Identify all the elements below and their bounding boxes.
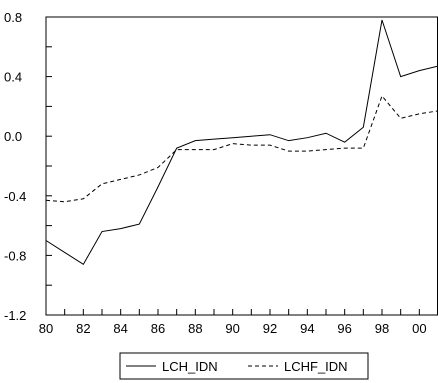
legend-label-lchf-idn: LCHF_IDN bbox=[284, 359, 348, 374]
y-tick-label: 0.0 bbox=[4, 129, 22, 144]
x-tick-label: 84 bbox=[113, 321, 127, 336]
legend-box bbox=[119, 352, 369, 380]
x-tick-label: 98 bbox=[375, 321, 389, 336]
y-tick-label: 0.8 bbox=[4, 10, 22, 25]
y-tick-label: -0.4 bbox=[4, 189, 26, 204]
series-line-lch-idn bbox=[45, 19, 438, 266]
x-axis: 80 82 84 86 88 90 92 94 96 98 00 bbox=[39, 309, 438, 336]
legend: LCH_IDN LCHF_IDN bbox=[119, 352, 369, 380]
series-line-lchf-idn bbox=[45, 94, 438, 203]
x-tick-label: 86 bbox=[151, 321, 165, 336]
x-tick-label: 90 bbox=[225, 321, 239, 336]
x-tick-label: 00 bbox=[412, 321, 426, 336]
series-layer bbox=[45, 19, 438, 266]
y-tick-label: -0.8 bbox=[4, 248, 26, 263]
x-tick-label: 80 bbox=[39, 321, 53, 336]
x-tick-label: 88 bbox=[188, 321, 202, 336]
x-tick-label: 94 bbox=[300, 321, 314, 336]
y-axis: 0.8 0.4 0.0 -0.4 -0.8 -1.2 bbox=[4, 10, 52, 323]
y-tick-label: -1.2 bbox=[4, 308, 26, 323]
y-tick-label: 0.4 bbox=[4, 70, 22, 85]
x-tick-label: 96 bbox=[337, 321, 351, 336]
legend-label-lch-idn: LCH_IDN bbox=[162, 359, 218, 374]
x-tick-label: 82 bbox=[76, 321, 90, 336]
x-tick-label: 92 bbox=[263, 321, 277, 336]
